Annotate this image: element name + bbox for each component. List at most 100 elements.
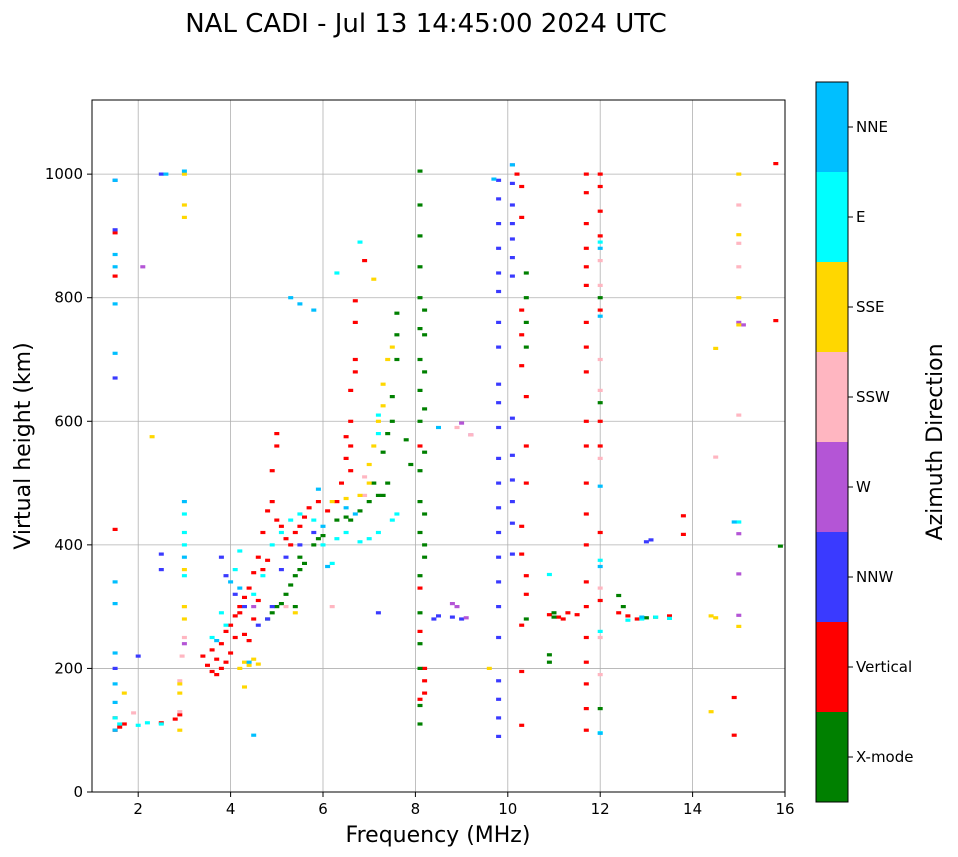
point-vertical — [205, 663, 210, 667]
point-nnw — [509, 203, 515, 207]
point-nnw — [158, 568, 164, 572]
point-vertical — [731, 733, 737, 737]
point-sse — [708, 614, 714, 618]
point-vertical — [583, 660, 589, 664]
point-nnw — [509, 453, 515, 457]
point-vertical — [223, 629, 229, 633]
point-x-mode — [334, 518, 340, 522]
point-x-mode — [403, 438, 409, 442]
point-ssw — [131, 711, 137, 715]
x-tick-label: 10 — [498, 800, 517, 818]
point-w — [459, 421, 465, 425]
point-sse — [181, 172, 187, 176]
point-vertical — [583, 543, 589, 547]
point-x-mode — [408, 462, 414, 467]
point-vertical — [265, 509, 271, 513]
point-sse — [181, 617, 187, 621]
point-e — [736, 520, 742, 524]
point-vertical — [218, 642, 224, 646]
point-x-mode — [597, 296, 603, 300]
point-sse — [357, 493, 363, 497]
x-tick-label: 8 — [411, 800, 421, 818]
point-ssw — [713, 455, 719, 459]
point-vertical — [251, 617, 257, 621]
point-nne — [597, 731, 603, 735]
point-sse — [181, 203, 187, 207]
point-x-mode — [523, 271, 529, 275]
point-nnw — [158, 172, 164, 176]
point-e — [597, 558, 603, 562]
colorbar-tick-label: SSW — [856, 388, 890, 406]
point-vertical — [514, 172, 520, 176]
point-x-mode — [777, 544, 783, 548]
colorbar: X-mode Vertical NNW W SSW SSE E NNE — [815, 81, 913, 803]
point-vertical — [274, 518, 280, 522]
point-x-mode — [380, 493, 386, 497]
point-ssw — [177, 710, 183, 714]
point-x-mode — [523, 345, 529, 349]
point-x-mode — [348, 518, 354, 522]
colorbar-tick-label: NNE — [856, 118, 888, 136]
point-e — [389, 518, 395, 522]
point-nne — [343, 506, 349, 510]
point-x-mode — [546, 653, 552, 657]
point-vertical — [232, 635, 238, 640]
point-nnw — [158, 552, 164, 556]
point-vertical — [325, 509, 331, 513]
point-nnw — [496, 289, 502, 294]
point-x-mode — [422, 543, 428, 547]
point-nnw — [278, 568, 284, 572]
point-nnw — [265, 617, 271, 621]
point-sse — [736, 296, 742, 300]
y-tick-label: 200 — [54, 659, 83, 677]
point-sse — [177, 691, 183, 695]
point-vertical — [422, 666, 428, 670]
point-vertical — [565, 611, 571, 615]
point-vertical — [519, 333, 525, 337]
point-e — [667, 616, 672, 620]
point-nnw — [232, 592, 238, 596]
point-vertical — [519, 552, 525, 556]
point-e — [597, 240, 603, 244]
point-sse — [736, 233, 742, 237]
point-vertical — [583, 605, 589, 609]
point-vertical — [583, 580, 589, 584]
point-nnw — [496, 197, 502, 201]
point-e — [546, 572, 552, 577]
x-tick-label: 14 — [683, 800, 702, 818]
point-e — [297, 512, 303, 516]
point-nnw — [496, 555, 502, 559]
point-x-mode — [523, 296, 529, 300]
point-sse — [371, 444, 377, 448]
point-vertical — [343, 435, 349, 439]
point-vertical — [583, 728, 589, 732]
point-sse — [380, 382, 386, 386]
point-w — [463, 616, 469, 620]
point-vertical — [583, 444, 589, 448]
point-ssw — [597, 635, 603, 640]
point-w — [181, 642, 187, 646]
point-sse — [375, 419, 381, 423]
point-e — [181, 543, 187, 547]
point-x-mode — [422, 370, 428, 374]
point-x-mode — [302, 561, 307, 565]
point-nnw — [496, 605, 502, 609]
point-ssw — [597, 673, 603, 677]
point-sse — [181, 568, 187, 572]
point-x-mode — [417, 419, 423, 423]
point-x-mode — [620, 605, 626, 609]
x-tick-label: 4 — [226, 800, 236, 818]
point-vertical — [242, 632, 247, 636]
point-nne — [288, 296, 294, 300]
plot-area — [92, 100, 785, 792]
point-vertical — [523, 395, 529, 399]
point-nnw — [218, 555, 224, 559]
point-x-mode — [311, 543, 317, 547]
x-tick-label: 6 — [318, 800, 328, 818]
point-ssw — [597, 586, 603, 590]
y-tick-label: 400 — [54, 536, 83, 554]
point-nnw — [112, 228, 118, 232]
point-nne — [112, 700, 118, 704]
point-x-mode — [385, 432, 391, 436]
point-sse — [736, 323, 742, 327]
